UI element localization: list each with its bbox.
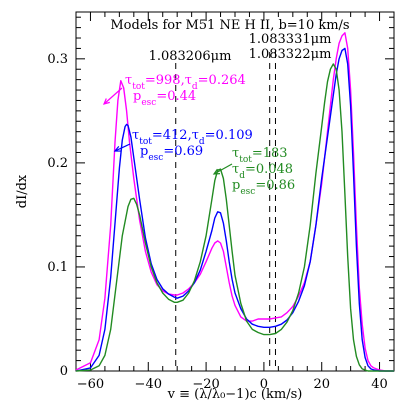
annotation-part: d <box>192 82 198 92</box>
annotation-part: =0.048 <box>245 162 293 177</box>
x-tick-label: 0 <box>260 377 268 392</box>
annotation-part: p <box>133 89 141 104</box>
chart-title: Models for M51 NE H II, b=10 km/s <box>110 18 349 33</box>
annotation-part: =0.86 <box>255 178 295 193</box>
annotation-part: tot <box>132 82 145 92</box>
annotation-part: tot <box>139 137 152 147</box>
axes-layer: −60 −40 −20 0 20 40 0 0.1 0.2 0.3 v ≡ (λ/λ₀−1)c (k… <box>15 11 395 402</box>
reference-line-label: 1.083322μm <box>249 47 332 62</box>
x-tick-label: −20 <box>192 377 219 392</box>
annotation-part: =0.44 <box>156 89 196 104</box>
x-axis-label: v ≡ (λ/λ₀−1)c (km/s) <box>167 387 303 402</box>
annotation-part: τ <box>125 73 132 88</box>
y-tick-label: 0.1 <box>47 260 68 275</box>
series-layer <box>75 32 394 372</box>
x-tick-label: −60 <box>77 377 104 392</box>
series-line <box>75 32 394 372</box>
annotation-part: τ <box>132 128 139 143</box>
text-layer: Models for M51 NE H II, b=10 km/s 1.0832… <box>102 18 350 197</box>
annotation-part: =998,τ <box>145 73 192 88</box>
annotation-line: τtot=183 <box>232 146 288 165</box>
annotation-line: pesc=0.44 <box>133 89 196 108</box>
annotation-line: pesc=0.86 <box>232 178 295 197</box>
series-line <box>75 47 394 372</box>
y-axis-label: dI/dx <box>15 174 30 208</box>
annotation-part: =412,τ <box>152 128 199 143</box>
x-tick-label: 40 <box>371 377 388 392</box>
annotation-arrowhead <box>212 168 221 175</box>
x-tick-label: 20 <box>313 377 330 392</box>
annotation-line: pesc=0.69 <box>140 144 203 163</box>
annotation-arrowhead <box>102 98 110 105</box>
annotation-part: τ <box>232 162 239 177</box>
x-tick-label: −40 <box>135 377 162 392</box>
y-tick-label: 0.3 <box>47 52 68 67</box>
annotation-line: τd=0.048 <box>232 162 293 181</box>
annotation-part: d <box>199 137 205 147</box>
annotation-part: p <box>140 144 148 159</box>
annotation-part: =0.109 <box>205 128 253 143</box>
annotation-part: τ <box>232 146 239 161</box>
annotation-arrow <box>103 87 123 105</box>
annotation-line: τtot=998,τd=0.264 <box>125 73 246 92</box>
annotation-part: d <box>239 171 245 181</box>
annotation-part: =0.264 <box>198 73 246 88</box>
annotation-arrow <box>114 143 131 152</box>
annotation-part: p <box>232 178 240 193</box>
annotation-part: esc <box>240 187 255 197</box>
y-tick-label: 0 <box>60 364 68 379</box>
annotation-part: =183 <box>252 146 288 161</box>
annotation-arrowhead <box>113 145 122 152</box>
reference-line-label: 1.083206μm <box>149 49 232 64</box>
series-line <box>75 63 394 372</box>
annotation-part: =0.69 <box>163 144 203 159</box>
annotation-line: τtot=412,τd=0.109 <box>132 128 253 147</box>
annotation-part: esc <box>148 153 163 163</box>
y-tick-label: 0.2 <box>47 156 68 171</box>
annotation-arrow <box>213 163 233 175</box>
annotation-part: tot <box>239 155 252 165</box>
annotation-part: esc <box>141 98 156 108</box>
reference-line-label: 1.083331μm <box>249 32 332 47</box>
